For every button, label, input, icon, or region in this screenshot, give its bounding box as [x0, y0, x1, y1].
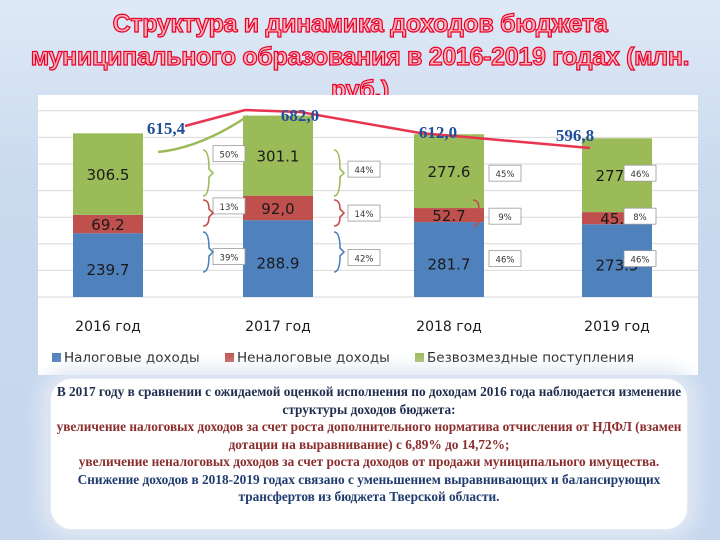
pct-box-nontax-0	[212, 197, 246, 215]
bracket-2-0	[472, 149, 485, 197]
pct-box-nontax-1	[347, 204, 381, 222]
info-box: В 2017 году в сравнении с ожидаемой оцен…	[50, 378, 688, 530]
pct-label-grants-0: 50%	[220, 151, 239, 161]
pct-box-nontax-2	[488, 207, 522, 225]
pct-box-nontax-3	[623, 207, 657, 225]
bar-grants-1	[243, 115, 313, 196]
bar-tax-2	[414, 222, 484, 297]
growth-connector	[157, 114, 249, 154]
title-line-2: муниципального образования в 2016-2019 г…	[30, 42, 690, 104]
x-tick-label-2: 2018 год	[416, 319, 482, 335]
bar-label-tax-2: 281.7	[428, 256, 471, 274]
x-tick-label-1: 2017 год	[245, 319, 311, 335]
bracket-1-0	[333, 149, 346, 197]
bracket-0-0	[202, 149, 215, 197]
bracket-2-1	[472, 199, 485, 227]
bracket-0-1	[202, 199, 215, 227]
pct-box-tax-0	[212, 248, 246, 265]
pct-label-nontax-3: 8%	[633, 213, 647, 223]
bar-label-tax-0: 239.7	[87, 261, 130, 279]
bracket-0-2	[202, 231, 215, 273]
bar-nontax-0	[73, 214, 143, 234]
pct-box-grants-3	[623, 164, 657, 182]
legend-swatch-nontax	[225, 353, 234, 362]
bar-label-tax-1: 288.9	[257, 255, 300, 273]
legend-label-grants: Безвозмездные поступления	[427, 350, 634, 366]
pct-label-tax-0: 39%	[220, 254, 239, 264]
bar-nontax-1	[243, 195, 313, 221]
pct-box-grants-1	[347, 160, 381, 178]
title-line-1: Структура и динамика доходов бюджета	[112, 9, 608, 38]
bar-label-grants-1: 301.1	[257, 148, 300, 166]
info-paragraph-3: увеличение неналоговых доходов за счет р…	[78, 454, 660, 469]
totals-line	[184, 108, 591, 150]
pct-label-nontax-1: 14%	[355, 210, 374, 220]
pct-label-tax-1: 42%	[355, 255, 374, 265]
info-paragraph-1: В 2017 году в сравнении с ожидаемой оцен…	[56, 384, 682, 417]
pct-label-nontax-2: 9%	[498, 213, 512, 223]
total-label-0: 615,4	[147, 119, 186, 138]
pct-box-tax-2	[488, 250, 522, 268]
bar-label-grants-0: 306.5	[87, 166, 130, 184]
bar-grants-2	[414, 134, 484, 209]
slide-title: Структура и динамика доходов бюджета мун…	[0, 8, 720, 107]
pct-label-nontax-0: 13%	[220, 203, 239, 213]
bar-label-nontax-2: 52.7	[432, 207, 465, 225]
bar-label-nontax-1: 92,0	[261, 200, 294, 218]
bar-tax-0	[73, 233, 143, 297]
info-paragraph-4: Снижение доходов в 2018-2019 годах связа…	[77, 471, 661, 505]
bar-label-grants-2: 277.6	[428, 163, 471, 181]
bar-label-nontax-0: 69.2	[91, 216, 124, 234]
total-label-1: 682,0	[281, 106, 319, 125]
pct-label-grants-1: 44%	[355, 166, 374, 176]
pct-box-tax-3	[623, 250, 657, 268]
x-tick-label-3: 2019 год	[584, 319, 650, 335]
pct-label-grants-2: 45%	[496, 170, 515, 180]
bar-nontax-2	[414, 208, 484, 223]
pct-label-tax-2: 46%	[496, 256, 515, 266]
revenue-chart: 239.7 69.2 306.5 288.9 92,0 301.1 281.7 52.7 277…	[38, 106, 698, 366]
bar-grants-0	[73, 133, 143, 215]
pct-box-grants-2	[488, 164, 522, 182]
pct-box-grants-0	[212, 145, 246, 163]
total-label-2: 612,0	[419, 123, 457, 142]
pct-label-grants-3: 46%	[631, 170, 650, 180]
x-tick-label-0: 2016 год	[75, 319, 141, 335]
legend-label-nontax: Неналоговые доходы	[237, 350, 390, 366]
bracket-1-2	[333, 231, 346, 273]
bracket-2-2	[472, 231, 485, 273]
total-label-3: 596,8	[556, 126, 594, 145]
legend-swatch-grants	[415, 353, 424, 362]
info-paragraph-2: увеличение налоговых доходов за счет рос…	[56, 419, 682, 452]
bar-tax-1	[243, 220, 313, 297]
legend-swatch-tax	[52, 353, 61, 362]
bracket-1-1	[333, 199, 346, 227]
legend-label-tax: Налоговые доходы	[64, 350, 200, 366]
pct-box-tax-1	[347, 249, 381, 266]
pct-label-tax-3: 46%	[631, 256, 650, 266]
